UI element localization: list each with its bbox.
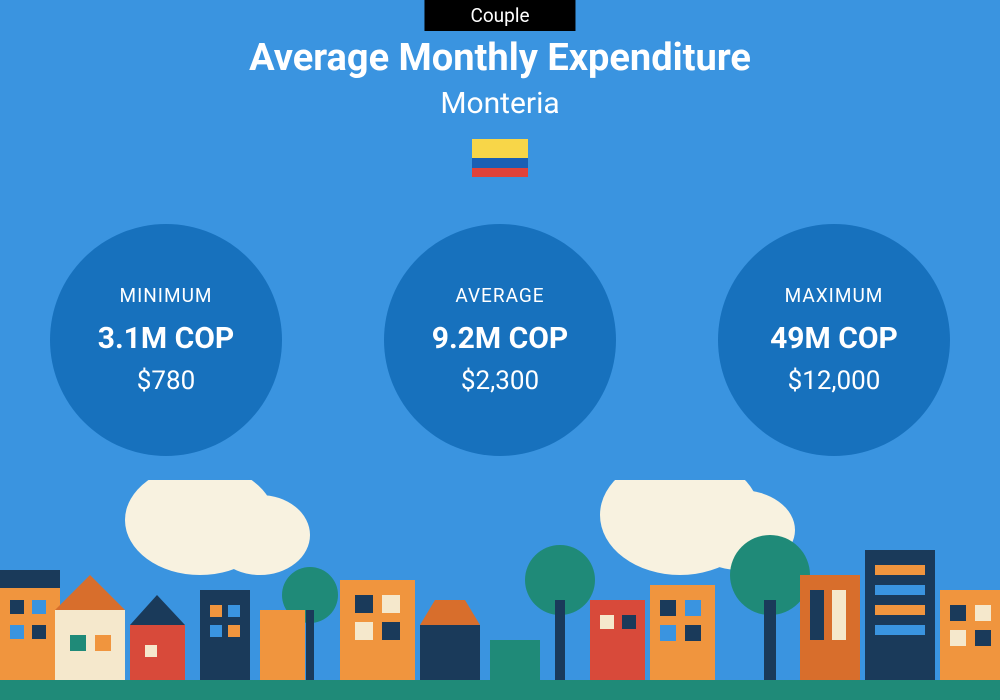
stat-label: MINIMUM (120, 284, 213, 307)
stat-label: MAXIMUM (785, 284, 884, 307)
stat-main-value: 49M COP (770, 321, 898, 356)
flag-icon (472, 139, 528, 177)
page-title: Average Monthly Expenditure (0, 36, 1000, 80)
stat-main-value: 9.2M COP (432, 321, 569, 356)
stats-row: MINIMUM 3.1M COP $780 AVERAGE 9.2M COP $… (0, 224, 1000, 456)
flag-stripe-1 (472, 158, 528, 168)
header-block: Average Monthly Expenditure Monteria (0, 36, 1000, 181)
stat-label: AVERAGE (455, 284, 544, 307)
cityscape-illustration (0, 480, 1000, 700)
stat-main-value: 3.1M COP (98, 321, 235, 356)
flag-stripe-2 (472, 168, 528, 178)
badge-label: Couple (470, 4, 529, 27)
stat-average: AVERAGE 9.2M COP $2,300 (384, 224, 616, 456)
stat-sub-value: $12,000 (788, 366, 881, 396)
stat-minimum: MINIMUM 3.1M COP $780 (50, 224, 282, 456)
flag-stripe-0 (472, 139, 528, 158)
page-subtitle: Monteria (0, 86, 1000, 121)
category-badge: Couple (424, 0, 575, 31)
stat-sub-value: $780 (137, 366, 195, 396)
stat-sub-value: $2,300 (461, 366, 539, 396)
stat-maximum: MAXIMUM 49M COP $12,000 (718, 224, 950, 456)
